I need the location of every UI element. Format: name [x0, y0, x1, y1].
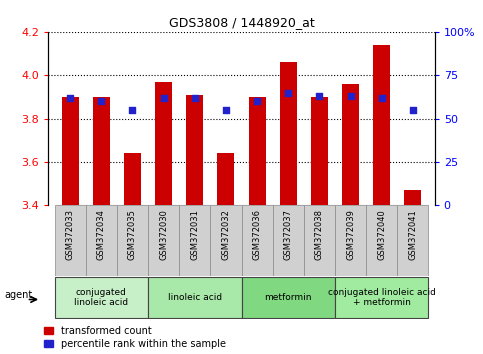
Bar: [398, 205, 428, 276]
Bar: [124, 153, 141, 205]
Text: GSM372035: GSM372035: [128, 209, 137, 260]
Text: GSM372033: GSM372033: [66, 209, 74, 260]
Text: conjugated
linoleic acid: conjugated linoleic acid: [74, 288, 128, 307]
Point: [347, 93, 355, 99]
Bar: [280, 62, 297, 205]
Bar: [186, 95, 203, 205]
Bar: [210, 205, 242, 276]
Text: linoleic acid: linoleic acid: [168, 293, 222, 302]
Bar: [242, 277, 335, 318]
Bar: [148, 205, 179, 276]
Text: GSM372040: GSM372040: [377, 209, 386, 259]
Bar: [304, 205, 335, 276]
Text: GSM372032: GSM372032: [221, 209, 230, 260]
Bar: [249, 97, 266, 205]
Bar: [155, 82, 172, 205]
Bar: [404, 190, 422, 205]
Bar: [311, 97, 328, 205]
Text: metformin: metformin: [265, 293, 312, 302]
Text: GSM372036: GSM372036: [253, 209, 262, 260]
Bar: [373, 45, 390, 205]
Bar: [93, 97, 110, 205]
Title: GDS3808 / 1448920_at: GDS3808 / 1448920_at: [169, 16, 314, 29]
Bar: [55, 205, 85, 276]
Text: GSM372038: GSM372038: [315, 209, 324, 260]
Point: [284, 90, 292, 96]
Text: GSM372041: GSM372041: [409, 209, 417, 259]
Point: [191, 95, 199, 101]
Bar: [217, 153, 234, 205]
Bar: [242, 205, 273, 276]
Bar: [366, 205, 398, 276]
Text: GSM372030: GSM372030: [159, 209, 168, 260]
Bar: [55, 277, 148, 318]
Point: [66, 95, 74, 101]
Point: [128, 107, 136, 113]
Text: GSM372039: GSM372039: [346, 209, 355, 260]
Bar: [85, 205, 117, 276]
Text: GSM372037: GSM372037: [284, 209, 293, 260]
Point: [98, 98, 105, 104]
Text: GSM372034: GSM372034: [97, 209, 106, 260]
Bar: [335, 277, 428, 318]
Legend: transformed count, percentile rank within the sample: transformed count, percentile rank withi…: [43, 326, 226, 349]
Point: [409, 107, 417, 113]
Text: conjugated linoleic acid
+ metformin: conjugated linoleic acid + metformin: [328, 288, 436, 307]
Bar: [179, 205, 210, 276]
Bar: [273, 205, 304, 276]
Point: [160, 95, 168, 101]
Point: [378, 95, 385, 101]
Bar: [117, 205, 148, 276]
Point: [222, 107, 230, 113]
Bar: [148, 277, 242, 318]
Text: agent: agent: [5, 290, 33, 300]
Bar: [61, 97, 79, 205]
Bar: [342, 84, 359, 205]
Bar: [335, 205, 366, 276]
Text: GSM372031: GSM372031: [190, 209, 199, 260]
Point: [253, 98, 261, 104]
Point: [315, 93, 323, 99]
